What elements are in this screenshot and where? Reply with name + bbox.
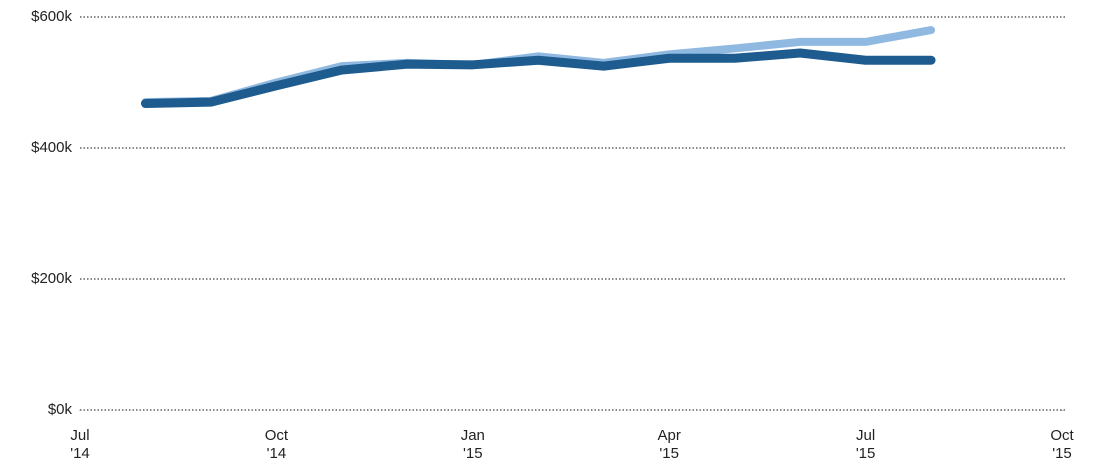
x-tick-label: Oct '15 (1050, 427, 1074, 462)
x-tick-label: Oct '14 (264, 427, 289, 462)
y-tick-label: $200k (31, 270, 72, 287)
x-tick-label: Jul '15 (855, 427, 876, 462)
y-tick-label: $600k (31, 8, 72, 25)
x-tick-label: Jan '15 (460, 427, 485, 462)
series-line (140, 48, 936, 108)
y-tick-label: $400k (31, 139, 72, 156)
y-tick-label: $0k (48, 401, 73, 418)
x-tick-label: Apr '15 (657, 427, 681, 462)
x-tick-label: Jul '14 (70, 427, 90, 462)
